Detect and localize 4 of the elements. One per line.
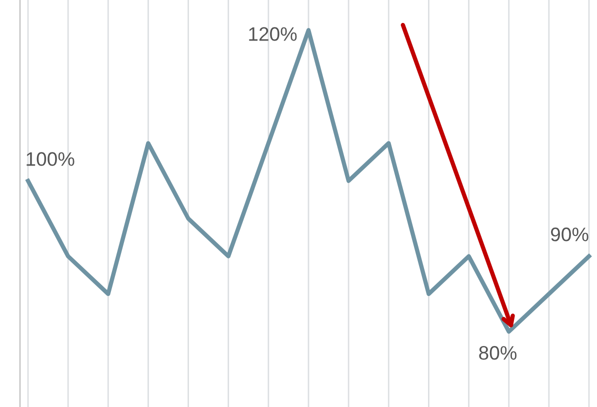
data-label: 90% bbox=[550, 228, 588, 242]
data-label: 100% bbox=[26, 152, 74, 166]
data-label: 80% bbox=[479, 346, 517, 360]
data-label: 120% bbox=[249, 27, 297, 41]
